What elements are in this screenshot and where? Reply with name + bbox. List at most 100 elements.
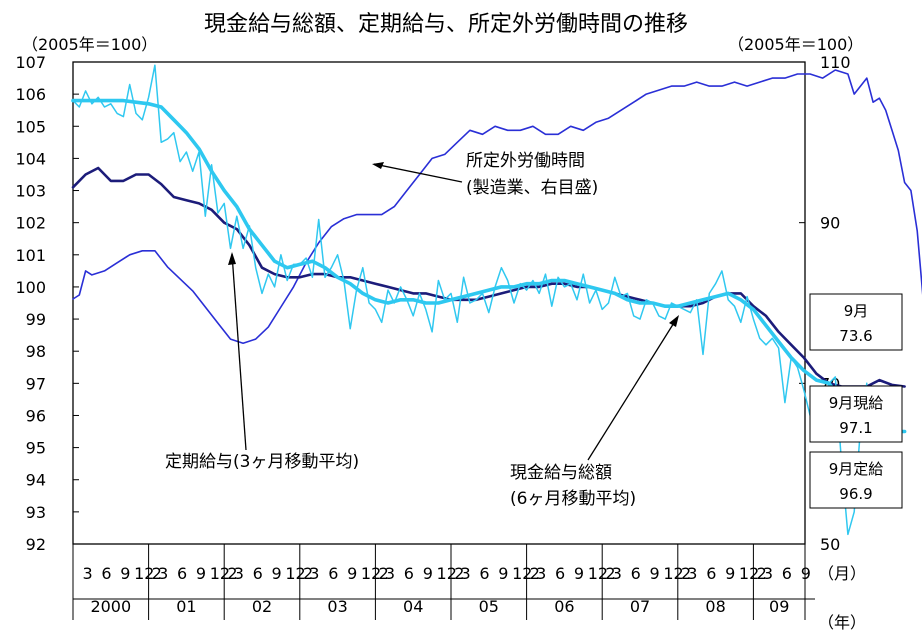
left-tick-label: 101: [15, 246, 46, 265]
year-label: 05: [479, 597, 499, 616]
teiki-label: 定期給与(3ヶ月移動平均): [165, 452, 359, 472]
annotations: 所定外労働時間 (製造業、右目盛) 定期給与(3ヶ月移動平均) 現金給与総額 (…: [165, 151, 679, 509]
series-line-overtime: [72, 69, 922, 345]
year-label: 07: [630, 597, 650, 616]
month-tick-label: 12: [210, 564, 230, 583]
month-tick-label: 6: [177, 564, 187, 583]
left-tick-label: 94: [26, 471, 46, 490]
left-tick-label: 104: [15, 149, 46, 168]
right-axis-unit: （2005年＝100）: [728, 35, 863, 54]
year-label: 09: [769, 597, 789, 616]
year-label: 08: [705, 597, 725, 616]
value-box-overtime-month: 9月: [844, 302, 869, 320]
value-box-genkin-value: 97.1: [839, 419, 872, 437]
genkin-label-line1: 現金給与総額: [510, 463, 612, 483]
month-tick-label: 12: [663, 564, 683, 583]
month-tick-label: 6: [101, 564, 111, 583]
month-tick-label: 9: [498, 564, 508, 583]
month-tick-label: 2: [303, 564, 313, 583]
month-tick-label: 2: [379, 564, 389, 583]
teiki-arrow: [231, 253, 247, 451]
genkin-arrow: [587, 317, 678, 461]
month-tick-label: 6: [328, 564, 338, 583]
series-line-teiki: [71, 166, 906, 388]
month-tick-label: 3: [536, 564, 546, 583]
right-tick-label: 90: [820, 214, 840, 233]
value-box-teiki-value: 96.9: [839, 485, 872, 503]
chart-title: 現金給与総額、定期給与、所定外労働時間の推移: [204, 12, 688, 37]
month-tick-label: 12: [588, 564, 608, 583]
left-tick-label: 92: [26, 535, 46, 554]
genkin-label-line2: (6ヶ月移動平均): [510, 489, 636, 509]
year-label: 06: [554, 597, 574, 616]
series-line-genkin: [72, 64, 868, 536]
value-box-teiki-month: 9月定給: [829, 460, 884, 478]
month-tick-label: 3: [83, 564, 93, 583]
month-tick-label: 12: [739, 564, 759, 583]
month-tick-label: 9: [725, 564, 735, 583]
month-tick-label: 3: [158, 564, 168, 583]
month-tick-label: 3: [612, 564, 622, 583]
month-tick-label: 12: [134, 564, 154, 583]
left-axis-unit: （2005年＝100）: [22, 35, 157, 54]
overtime-arrowhead: [372, 162, 384, 169]
month-unit-label: （月）: [818, 564, 866, 583]
month-tick-label: 9: [347, 564, 357, 583]
year-label: 03: [327, 597, 347, 616]
right-tick-label: 50: [820, 535, 840, 554]
month-tick-label: 2: [152, 564, 162, 583]
month-tick-label: 2: [757, 564, 767, 583]
left-tick-label: 95: [26, 439, 46, 458]
month-tick-label: 3: [461, 564, 471, 583]
month-tick-label: 9: [423, 564, 433, 583]
month-tick-label: 6: [782, 564, 792, 583]
month-tick-label: 9: [120, 564, 130, 583]
value-box-overtime: [809, 293, 903, 351]
value-box-genkin: [809, 385, 903, 443]
month-tick-label: 6: [555, 564, 565, 583]
year-label: 02: [252, 597, 272, 616]
left-tick-label: 99: [26, 310, 46, 329]
month-tick-label: 3: [234, 564, 244, 583]
month-tick-label: 2: [227, 564, 237, 583]
month-tick-label: 6: [631, 564, 641, 583]
overtime-label-line1: 所定外労働時間: [466, 151, 585, 171]
overtime-label-line2: (製造業、右目盛): [466, 178, 598, 198]
value-box-teiki: [809, 451, 903, 509]
teiki-arrowhead: [228, 252, 236, 265]
month-tick-label: 2: [681, 564, 691, 583]
month-tick-label: 9: [196, 564, 206, 583]
left-axis: 107 106 105 104 103 102 101 100 99 98 97 96 95 94 93 92: [15, 53, 79, 554]
month-tick-label: 12: [285, 564, 305, 583]
left-tick-label: 107: [15, 53, 46, 72]
left-tick-label: 105: [15, 117, 46, 136]
month-tick-label: 9: [272, 564, 282, 583]
year-unit-label: （年）: [818, 613, 866, 632]
month-tick-label: 9: [574, 564, 584, 583]
left-tick-label: 96: [26, 406, 46, 425]
value-box-overtime-value: 73.6: [839, 327, 872, 345]
overtime-arrow: [373, 163, 463, 183]
month-tick-label: 12: [437, 564, 457, 583]
series-line-genkin6: [71, 98, 907, 434]
left-tick-label: 103: [15, 182, 46, 201]
month-tick-label: 9: [650, 564, 660, 583]
month-tick-label: 12: [361, 564, 381, 583]
month-tick-label: 3: [687, 564, 697, 583]
month-tick-label: 6: [404, 564, 414, 583]
year-label: 01: [176, 597, 196, 616]
month-tick-label: 6: [479, 564, 489, 583]
left-tick-label: 106: [15, 85, 46, 104]
plot-area: [72, 61, 815, 600]
left-tick-label: 98: [26, 342, 46, 361]
month-tick-label: 2: [530, 564, 540, 583]
left-tick-label: 100: [15, 278, 46, 297]
left-tick-label: 97: [26, 374, 46, 393]
genkin-arrowhead: [669, 315, 679, 327]
left-tick-label: 93: [26, 503, 46, 522]
value-box-genkin-month: 9月現給: [829, 394, 884, 412]
value-boxes: 9月 73.6 9月現給 97.1 9月定給 96.9: [809, 293, 903, 509]
